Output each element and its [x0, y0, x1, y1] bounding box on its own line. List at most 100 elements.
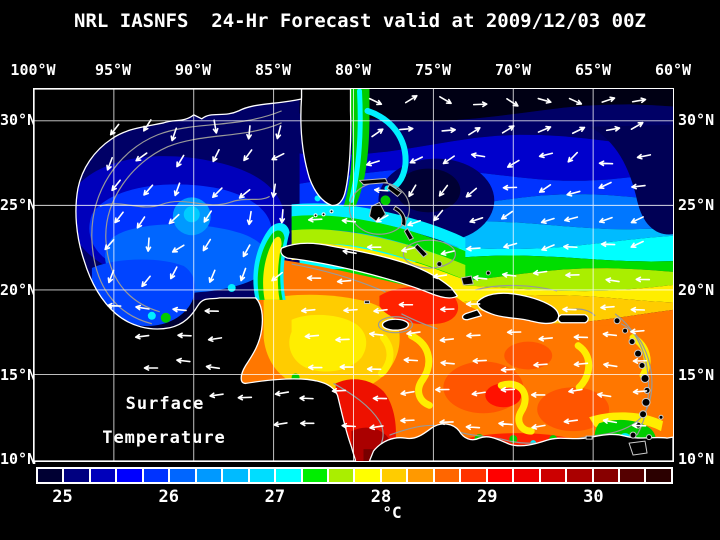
wind-arrow — [571, 126, 586, 135]
wind-arrow — [366, 366, 382, 372]
page-title: NRL IASNFS 24-Hr Forecast valid at 2009/… — [74, 10, 646, 32]
wind-arrow — [336, 278, 352, 285]
wind-arrow — [439, 419, 454, 426]
wind-arrow — [465, 301, 481, 308]
wind-arrow — [603, 362, 618, 368]
colorbar-tick-label: 29 — [476, 487, 498, 507]
wind-arrow — [307, 364, 323, 371]
y-tick-label: 30°N — [678, 111, 715, 129]
wind-arrow — [273, 421, 288, 428]
wind-arrow — [471, 390, 486, 397]
wind-arrow — [212, 187, 223, 199]
wind-arrow — [602, 331, 618, 338]
wind-arrow — [500, 366, 516, 373]
wind-arrow — [530, 391, 546, 398]
wind-arrow — [246, 125, 252, 140]
wind-arrow — [600, 304, 615, 311]
wind-arrow — [441, 127, 456, 134]
sst-map-svg — [34, 89, 673, 461]
wind-arrow — [341, 422, 356, 429]
wind-arrow — [407, 219, 421, 227]
wind-arrow — [605, 277, 620, 284]
wind-arrow — [398, 301, 414, 308]
wind-arrow — [114, 211, 124, 224]
wind-arrow — [172, 306, 187, 313]
wind-arrow — [270, 183, 277, 198]
wind-arrow — [406, 330, 421, 337]
wind-arrow — [632, 358, 648, 364]
wind-arrow — [541, 244, 555, 252]
wind-arrow — [404, 94, 418, 104]
wind-arrow — [145, 237, 152, 252]
wind-arrow — [537, 97, 552, 104]
wind-arrow — [304, 333, 320, 340]
wind-arrow — [104, 238, 115, 251]
wind-arrow — [107, 269, 115, 284]
y-tick-label: 25°N — [678, 196, 715, 214]
wind-arrow — [168, 213, 180, 225]
wind-arrow — [208, 269, 216, 283]
colorbar-cell — [355, 469, 382, 482]
x-tick-label: 95°W — [94, 61, 132, 79]
colorbar-cell — [170, 469, 197, 482]
wind-arrow — [300, 307, 316, 314]
x-tick-label: 60°W — [654, 61, 692, 79]
wind-arrow — [573, 334, 589, 341]
x-tick-label: 90°W — [174, 61, 212, 79]
wind-arrow — [177, 332, 192, 339]
wind-arrow — [279, 209, 286, 224]
wind-arrow — [239, 267, 247, 282]
wind-arrow — [135, 152, 148, 162]
wind-arrow — [506, 329, 522, 336]
wind-arrow — [631, 183, 646, 190]
wind-arrow — [472, 101, 488, 108]
x-tick-label: 80°W — [334, 61, 372, 79]
wind-arrow — [307, 216, 323, 223]
wind-arrow — [468, 126, 481, 136]
wind-arrow — [143, 184, 154, 196]
wind-arrow — [373, 187, 389, 194]
colorbar-cell — [487, 469, 515, 482]
wind-arrow — [207, 336, 223, 343]
wind-arrow — [440, 360, 455, 367]
wind-arrow — [562, 306, 577, 313]
colorbar-cell — [38, 469, 65, 482]
wind-arrow — [466, 332, 481, 339]
y-tick-label: 10°N — [678, 450, 715, 468]
wind-arrow — [339, 364, 355, 370]
lat-lon-grid — [34, 89, 673, 461]
wind-arrow — [598, 216, 613, 224]
wind-arrow — [503, 242, 518, 249]
colorbar-cell — [64, 469, 91, 482]
wind-arrow — [204, 308, 220, 314]
wind-arrow — [238, 188, 251, 199]
colorbar-cell — [593, 469, 620, 482]
wind-arrow — [440, 306, 455, 313]
wind-arrow — [176, 154, 185, 168]
wind-arrow — [209, 392, 224, 399]
land-south-america — [368, 423, 673, 461]
colorbar-cell — [223, 469, 250, 482]
wind-arrow — [472, 275, 488, 281]
wind-arrow — [537, 125, 552, 133]
colorbar-tick-label: 26 — [158, 487, 179, 507]
y-tick-label: 15°N — [0, 366, 37, 384]
y-tick-label: 15°N — [678, 366, 715, 384]
wind-arrow — [271, 152, 285, 161]
wind-arrow — [501, 272, 517, 278]
land-cuba — [280, 242, 458, 299]
x-tick-label: 100°W — [10, 61, 56, 79]
wind-arrow — [566, 190, 581, 197]
land-bahamas — [358, 178, 491, 286]
wind-arrow — [635, 276, 651, 283]
wind-arrow — [109, 123, 120, 136]
wind-arrow — [274, 390, 290, 397]
wind-arrow — [465, 424, 481, 431]
map-annotation-line2: Temperature — [102, 428, 226, 448]
colorbar-unit: °C — [382, 503, 402, 522]
wind-arrow — [143, 119, 152, 132]
wind-arrow — [400, 390, 415, 396]
wind-arrow — [500, 210, 514, 220]
colorbar-tick-label: 28 — [370, 487, 392, 507]
wind-arrow — [602, 418, 618, 424]
